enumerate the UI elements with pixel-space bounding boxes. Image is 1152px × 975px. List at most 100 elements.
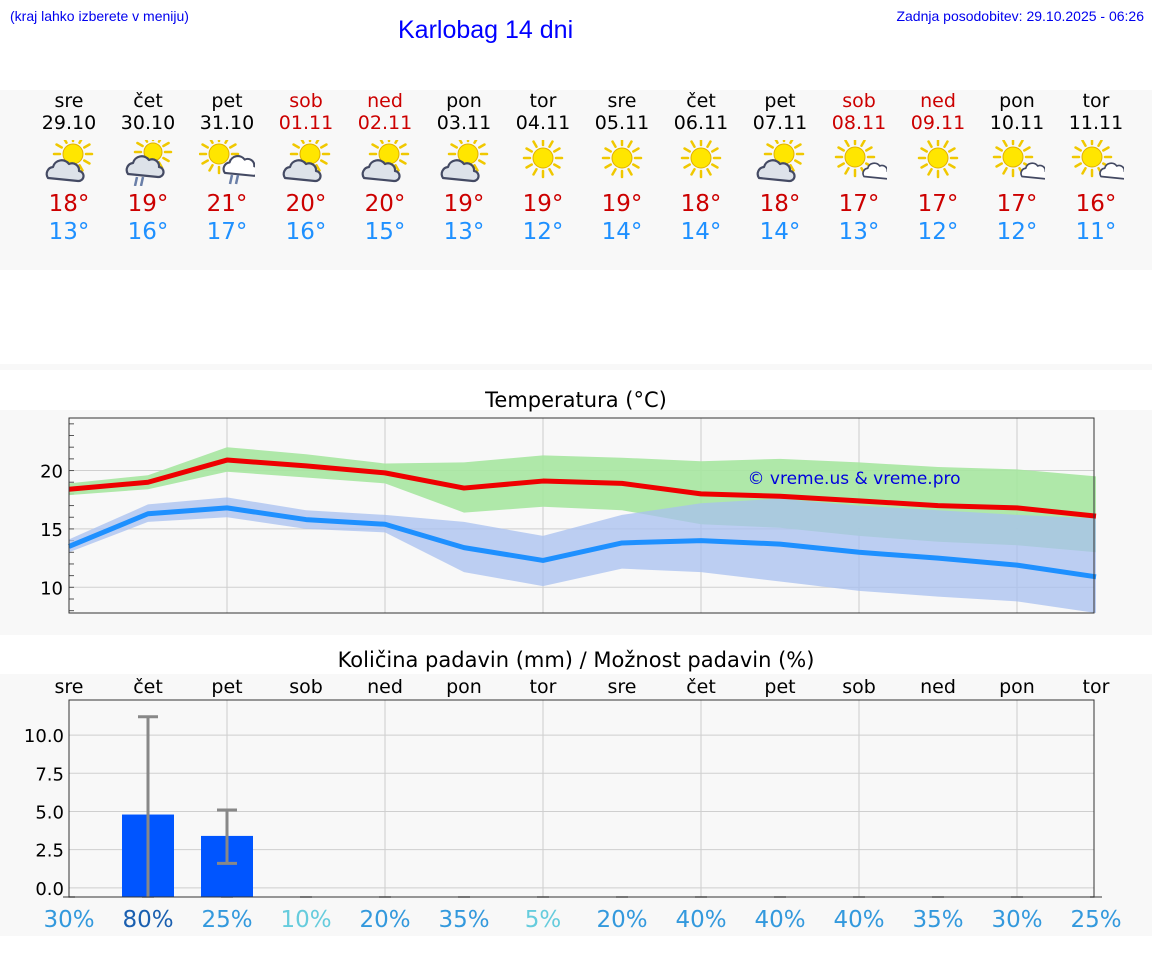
sun-ray xyxy=(525,163,533,169)
sun-ray xyxy=(1102,146,1110,152)
sun-ray xyxy=(995,162,1003,168)
day-name: pon xyxy=(999,90,1035,112)
sun-ray xyxy=(78,164,84,172)
sun-ray xyxy=(532,168,538,176)
sun-ray xyxy=(224,140,229,144)
sun-ray xyxy=(548,140,554,148)
sun-ray xyxy=(450,143,458,149)
sun-ray xyxy=(789,140,794,144)
sun-ray xyxy=(1023,146,1031,152)
sun-ray xyxy=(604,163,612,169)
precipitation-chart-title: Količina padavin (mm) / Možnost padavin … xyxy=(337,648,815,672)
temp-max: 20° xyxy=(364,191,406,217)
cloud-shape xyxy=(222,155,255,177)
sun-rays xyxy=(522,140,564,179)
temp-max: 21° xyxy=(206,191,248,217)
partly-cloudy-icon xyxy=(756,140,805,183)
temp-max: 19° xyxy=(443,191,485,217)
day-column: sre 29.10 18° 13° xyxy=(29,90,109,246)
day-name: sre xyxy=(54,90,84,112)
sun-rays xyxy=(1071,140,1113,178)
cloud-outline xyxy=(1099,162,1124,180)
sun-ray xyxy=(78,140,83,144)
sun-ray xyxy=(706,168,712,176)
rain-drop xyxy=(139,176,145,186)
sun-ray xyxy=(632,147,640,153)
sun-ray xyxy=(315,164,321,172)
day-column: pet 07.11 18° 14° xyxy=(740,90,820,246)
region-menu-link[interactable]: (kraj lahko izberete v meniju) xyxy=(10,8,189,24)
sun-ray xyxy=(611,140,617,148)
temp-max: 17° xyxy=(838,191,880,217)
day-date: 11.11 xyxy=(1068,112,1124,134)
sun-ray xyxy=(683,163,691,169)
sun-ray xyxy=(774,140,779,144)
sun-ray xyxy=(766,143,774,149)
forecast-strip-background xyxy=(0,90,1152,270)
day-name: ned xyxy=(920,90,956,112)
day-date: 01.11 xyxy=(278,112,334,134)
temp-min: 11° xyxy=(1075,219,1117,245)
temp-max: 18° xyxy=(48,191,90,217)
cloud-outline xyxy=(45,159,85,183)
cloud-outline xyxy=(222,155,255,177)
sun-ray xyxy=(632,163,640,169)
temp-min: 16° xyxy=(285,219,327,245)
sun-ray xyxy=(144,140,149,143)
day-column: čet 30.10 19° 16° xyxy=(108,90,188,246)
sun-rays xyxy=(680,140,722,179)
sun-ray xyxy=(837,146,845,152)
sun-ray xyxy=(525,147,533,153)
sun-small-cloud-icon xyxy=(834,140,887,180)
partly-cloudy-icon xyxy=(361,140,410,183)
temp-max: 18° xyxy=(759,191,801,217)
day-column: čet 06.11 18° 14° xyxy=(661,90,741,246)
temp-min: 12° xyxy=(522,219,564,245)
day-name: ned xyxy=(367,90,403,112)
sun-ray xyxy=(63,140,68,144)
temp-min: 14° xyxy=(601,219,643,245)
cloud-outline xyxy=(1020,162,1045,180)
day-name: sob xyxy=(289,90,323,112)
day-date: 02.11 xyxy=(357,112,413,134)
sun-ray xyxy=(690,140,696,148)
day-date: 06.11 xyxy=(673,112,729,134)
sun-ray xyxy=(157,140,162,143)
sun-icon xyxy=(917,140,959,179)
sun-ray xyxy=(548,168,554,176)
sun-ray xyxy=(532,140,538,148)
temp-min: 16° xyxy=(127,219,169,245)
sun-ray xyxy=(920,163,928,169)
sun-ray xyxy=(136,141,144,148)
sun-ray xyxy=(394,140,399,144)
rain-drops xyxy=(133,176,145,186)
sun-icon xyxy=(522,140,564,179)
sun-disc xyxy=(690,147,712,169)
sun-icon xyxy=(917,140,959,179)
sun-ray xyxy=(1097,140,1103,147)
sun-ray xyxy=(927,168,933,176)
sun-ray xyxy=(844,167,850,175)
temperature-section-background xyxy=(0,410,1152,635)
temp-max: 17° xyxy=(917,191,959,217)
sun-ray xyxy=(627,140,633,148)
sun-ray xyxy=(83,143,91,149)
sun-ray xyxy=(399,143,407,149)
cloud-shape xyxy=(756,159,796,183)
sun-ray xyxy=(162,156,170,163)
day-column: tor 11.11 16° 11° xyxy=(1056,90,1136,246)
day-column: sob 01.11 20° 16° xyxy=(266,90,346,246)
sun-icon xyxy=(680,140,722,179)
sun-small-cloud-icon xyxy=(834,140,887,180)
cloudy-rain-icon xyxy=(125,140,173,186)
sun-rays xyxy=(917,140,959,179)
partly-cloudy-icon xyxy=(45,140,94,183)
sun-ray xyxy=(1081,140,1087,147)
sun-ray xyxy=(1002,140,1008,147)
day-column: tor 04.11 19° 12° xyxy=(503,90,583,246)
sun-ray xyxy=(948,147,956,153)
rain-drop xyxy=(228,174,234,185)
sun-ray xyxy=(315,140,320,144)
cloud-shape xyxy=(1020,162,1045,180)
day-column: sob 08.11 17° 13° xyxy=(819,90,899,246)
